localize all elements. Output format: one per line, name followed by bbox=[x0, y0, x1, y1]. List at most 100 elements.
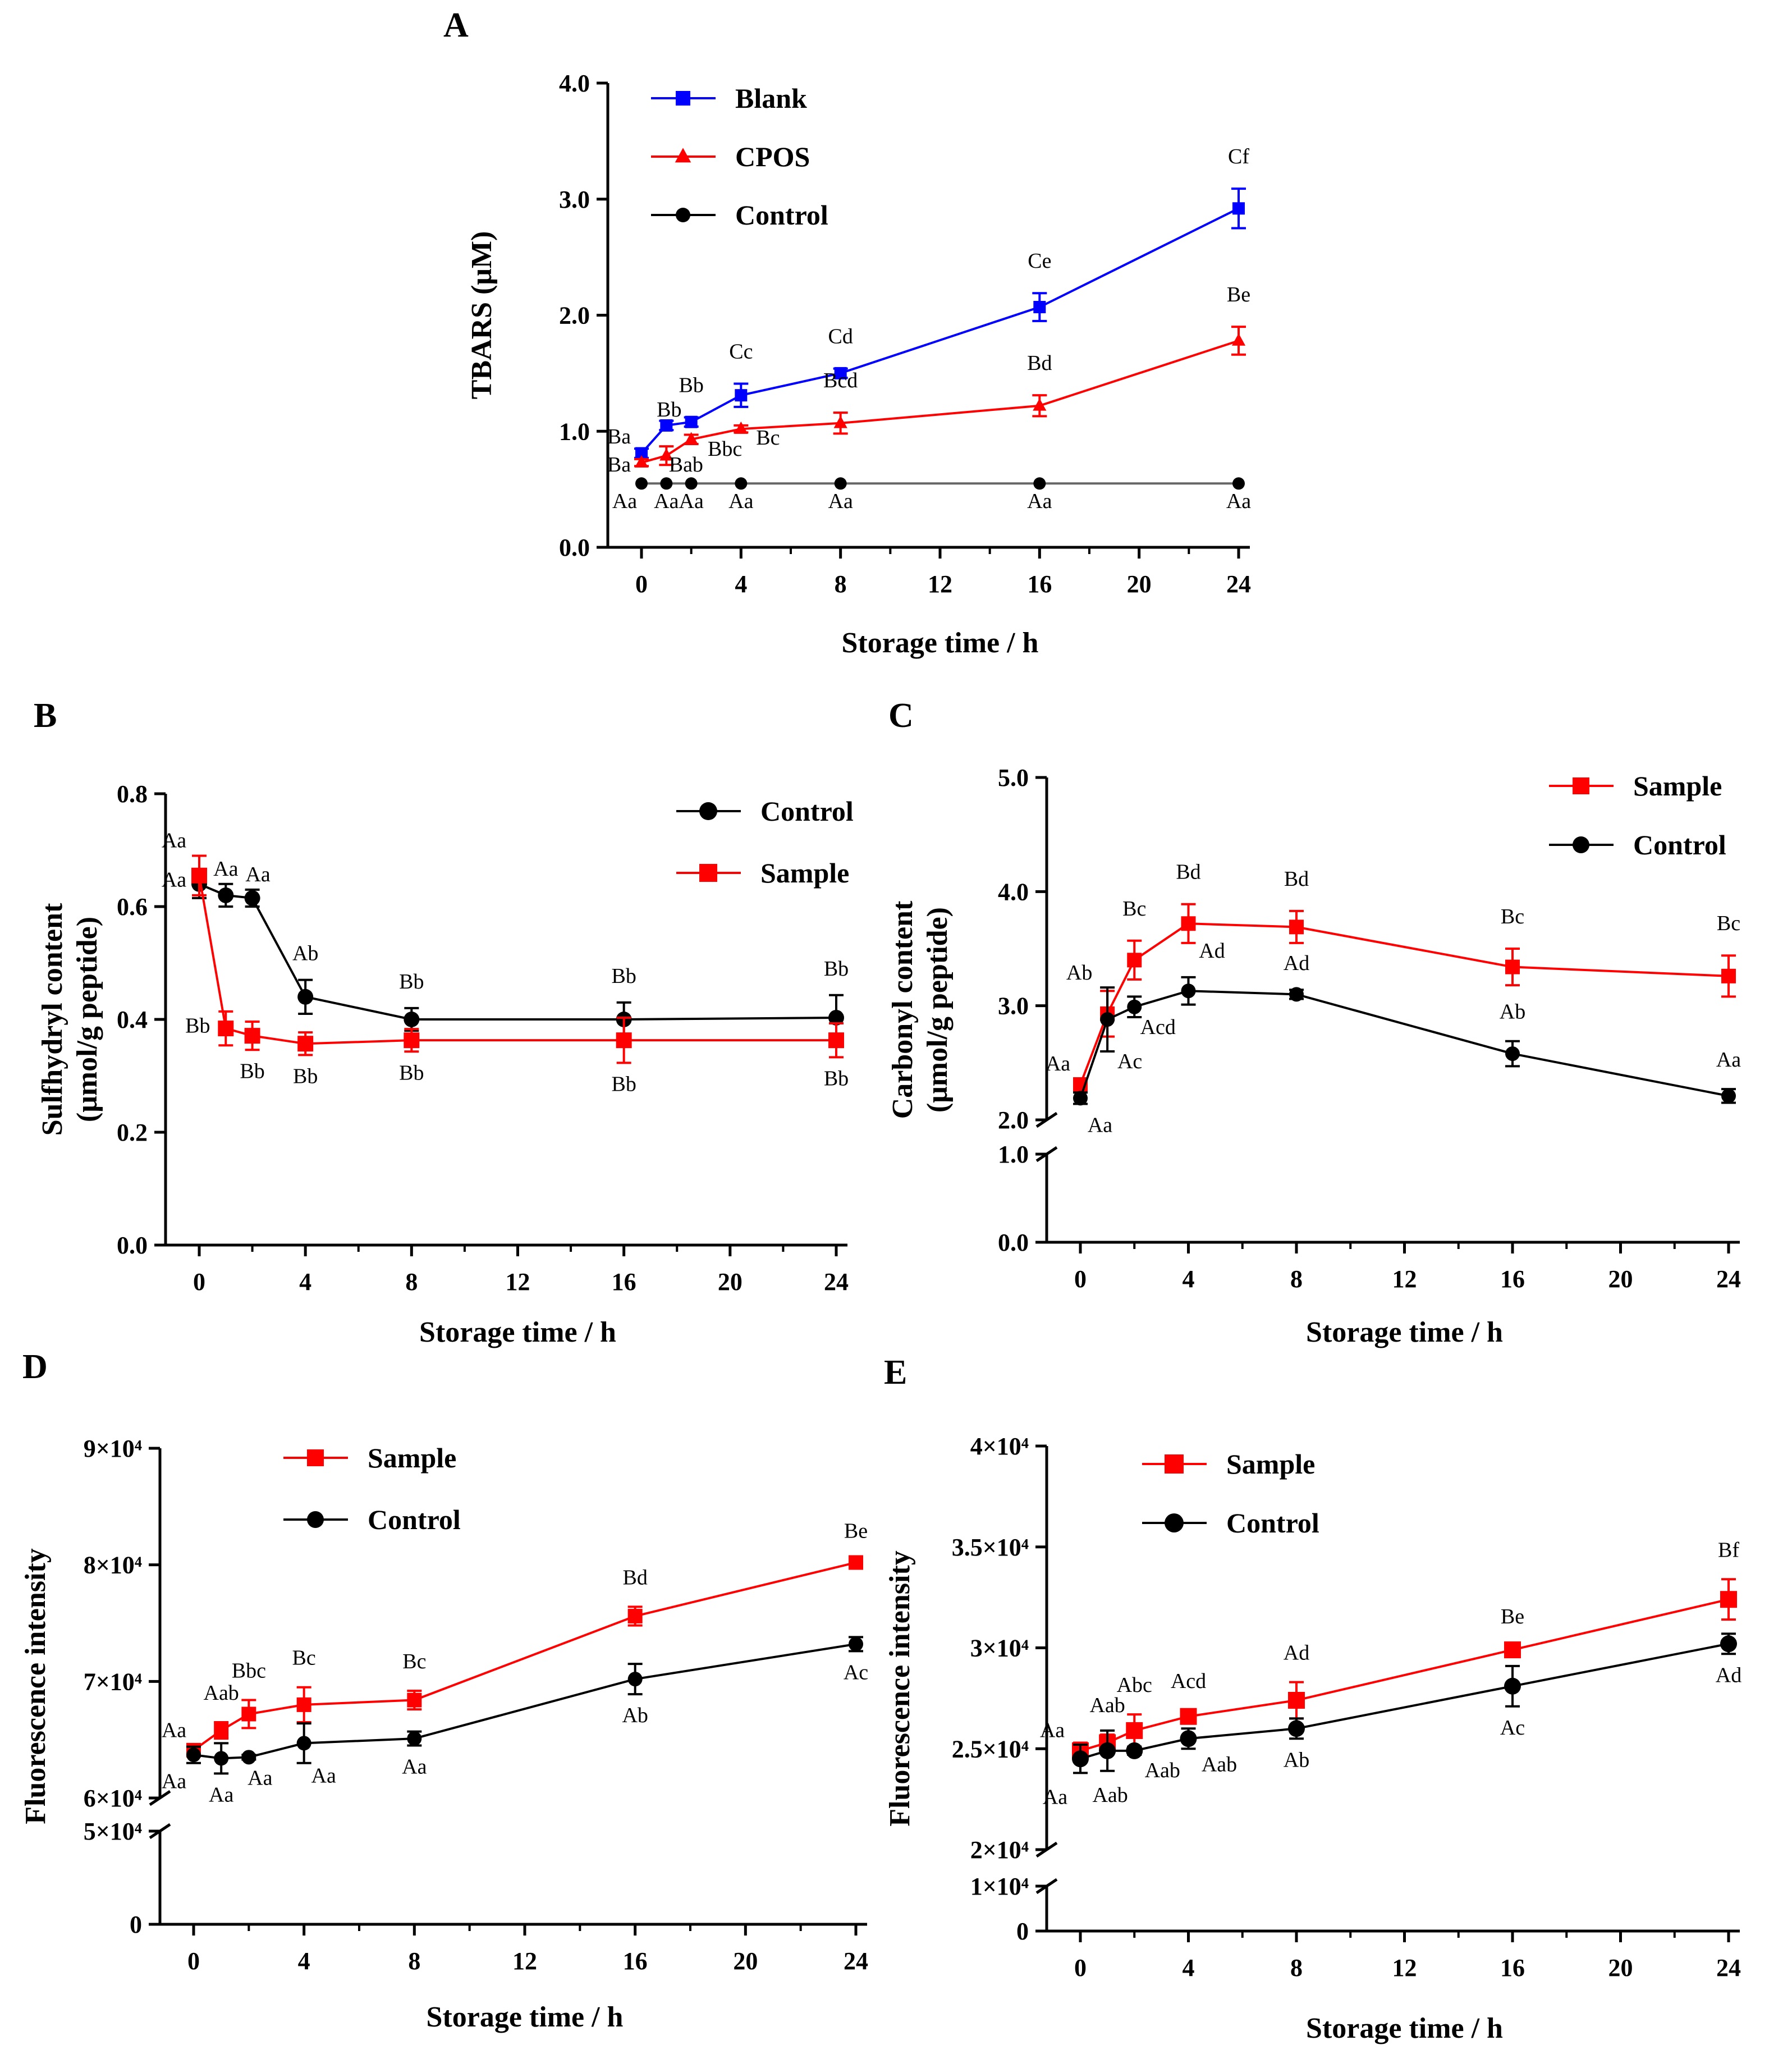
legend: Control Sample bbox=[676, 795, 854, 889]
data-point bbox=[1721, 1088, 1736, 1104]
x-tick-label: 4 bbox=[298, 1947, 310, 1975]
data-point bbox=[407, 1692, 422, 1708]
x-tick-label: 8 bbox=[408, 1947, 420, 1975]
significance-label: Bb bbox=[293, 1064, 318, 1088]
significance-label: Bb bbox=[240, 1059, 264, 1083]
y-tick-label: 3.0 bbox=[559, 186, 590, 213]
y-tick-label: 4×10⁴ bbox=[970, 1433, 1029, 1460]
significance-label: Aab bbox=[1145, 1759, 1180, 1782]
data-point bbox=[1504, 1641, 1521, 1659]
significance-label: Bcd bbox=[823, 369, 858, 392]
legend: Blank CPOS Control bbox=[651, 83, 828, 231]
chart-panel-d: D 0 4 8 12 16 20 24 Storage time / h 0 5×10⁴ 6×10⁴ 7… bbox=[20, 1348, 868, 2033]
data-point bbox=[1180, 1708, 1197, 1725]
significance-label: Ad bbox=[1199, 939, 1225, 963]
significance-label: Ba bbox=[607, 453, 631, 477]
data-point bbox=[1033, 477, 1046, 490]
x-tick-label: 4 bbox=[735, 570, 747, 598]
y-tick-label: 3×10⁴ bbox=[970, 1635, 1029, 1662]
significance-label: Aa bbox=[162, 829, 186, 853]
significance-label: Aab bbox=[1202, 1753, 1237, 1776]
significance-label: Bc bbox=[756, 426, 780, 450]
legend-marker bbox=[676, 91, 690, 106]
series-control: Aa Aab Aab Aab Ab Ac Ad bbox=[1043, 1632, 1741, 1809]
legend-label: Control bbox=[735, 199, 828, 231]
significance-label: Be bbox=[844, 1519, 868, 1543]
panel-letter-a: A bbox=[443, 6, 469, 44]
significance-label: Bb bbox=[185, 1014, 210, 1038]
data-point bbox=[1033, 301, 1046, 314]
significance-label: Ab bbox=[292, 942, 318, 966]
significance-label: Bc bbox=[1717, 912, 1740, 935]
y-tick-label: 0.8 bbox=[117, 780, 148, 808]
legend-marker bbox=[699, 864, 717, 882]
y-axis-label: (μmol/g peptide) bbox=[922, 907, 954, 1113]
data-point bbox=[659, 448, 673, 461]
significance-label: Bbc bbox=[708, 437, 742, 461]
data-point bbox=[241, 1706, 256, 1722]
significance-label: Bd bbox=[1284, 867, 1309, 891]
data-point bbox=[296, 1736, 311, 1751]
significance-label: Aa bbox=[1716, 1048, 1741, 1072]
data-point bbox=[1181, 983, 1196, 999]
data-point bbox=[627, 1609, 643, 1624]
data-point bbox=[1505, 1046, 1520, 1062]
legend-marker bbox=[307, 1511, 324, 1528]
significance-label: Ab bbox=[1066, 961, 1092, 985]
legend-marker bbox=[1573, 777, 1589, 794]
x-tick-label: 0 bbox=[635, 570, 648, 598]
x-tick-label: 12 bbox=[512, 1947, 537, 1975]
y-tick-label: 0.6 bbox=[117, 893, 148, 921]
x-axis-label: Storage time / h bbox=[419, 1316, 616, 1348]
panel-letter-d: D bbox=[22, 1348, 48, 1386]
data-point bbox=[1126, 1742, 1143, 1759]
x-tick-label: 20 bbox=[733, 1947, 758, 1975]
x-tick-label: 8 bbox=[1290, 1954, 1303, 1982]
data-point bbox=[828, 1009, 844, 1026]
x-tick-label: 4 bbox=[299, 1268, 311, 1296]
x-tick-label: 16 bbox=[1027, 570, 1052, 598]
y-tick-label: 2.0 bbox=[559, 302, 590, 330]
x-tick-label: 20 bbox=[718, 1268, 743, 1296]
y-tick-label: 0.0 bbox=[998, 1229, 1029, 1256]
data-point bbox=[1127, 999, 1142, 1014]
significance-label: Ab bbox=[1284, 1748, 1309, 1772]
x-axis-label: Storage time / h bbox=[1306, 2012, 1503, 2044]
x-tick-label: 24 bbox=[1716, 1265, 1741, 1293]
significance-label: Aa bbox=[654, 489, 679, 513]
significance-label: Bc bbox=[1122, 897, 1146, 921]
significance-label: Aab bbox=[1092, 1783, 1128, 1807]
significance-label: Bb bbox=[399, 1061, 424, 1085]
y-tick-label: 5×10⁴ bbox=[84, 1818, 142, 1845]
data-point bbox=[1288, 1720, 1305, 1737]
y-tick-label: 4.0 bbox=[559, 70, 590, 97]
data-point bbox=[241, 1750, 256, 1765]
significance-label: Bd bbox=[1176, 861, 1200, 884]
data-point bbox=[297, 989, 314, 1005]
significance-label: Bd bbox=[622, 1566, 647, 1589]
data-point bbox=[734, 421, 748, 434]
data-point bbox=[407, 1731, 422, 1746]
legend-label: Blank bbox=[735, 83, 807, 114]
data-point bbox=[244, 890, 260, 906]
significance-label: Cf bbox=[1228, 145, 1249, 168]
significance-label: Aa bbox=[245, 863, 270, 886]
significance-label: Bb bbox=[824, 957, 849, 981]
data-point bbox=[735, 477, 748, 490]
data-point bbox=[1181, 916, 1196, 931]
significance-label: Aa bbox=[213, 857, 238, 881]
y-tick-label: 1.0 bbox=[559, 418, 590, 445]
x-tick-label: 8 bbox=[1290, 1265, 1303, 1293]
y-tick-label: 2.0 bbox=[998, 1106, 1029, 1134]
significance-label: Ba bbox=[607, 425, 631, 449]
legend-marker bbox=[307, 1449, 324, 1466]
significance-label: Aa bbox=[402, 1755, 427, 1779]
legend-marker bbox=[1165, 1513, 1184, 1532]
legend-label: Control bbox=[760, 795, 854, 827]
legend-label: Control bbox=[1633, 829, 1726, 861]
y-tick-label: 9×10⁴ bbox=[84, 1435, 142, 1462]
x-tick-label: 0 bbox=[1074, 1265, 1087, 1293]
x-tick-label: 12 bbox=[1392, 1954, 1417, 1982]
